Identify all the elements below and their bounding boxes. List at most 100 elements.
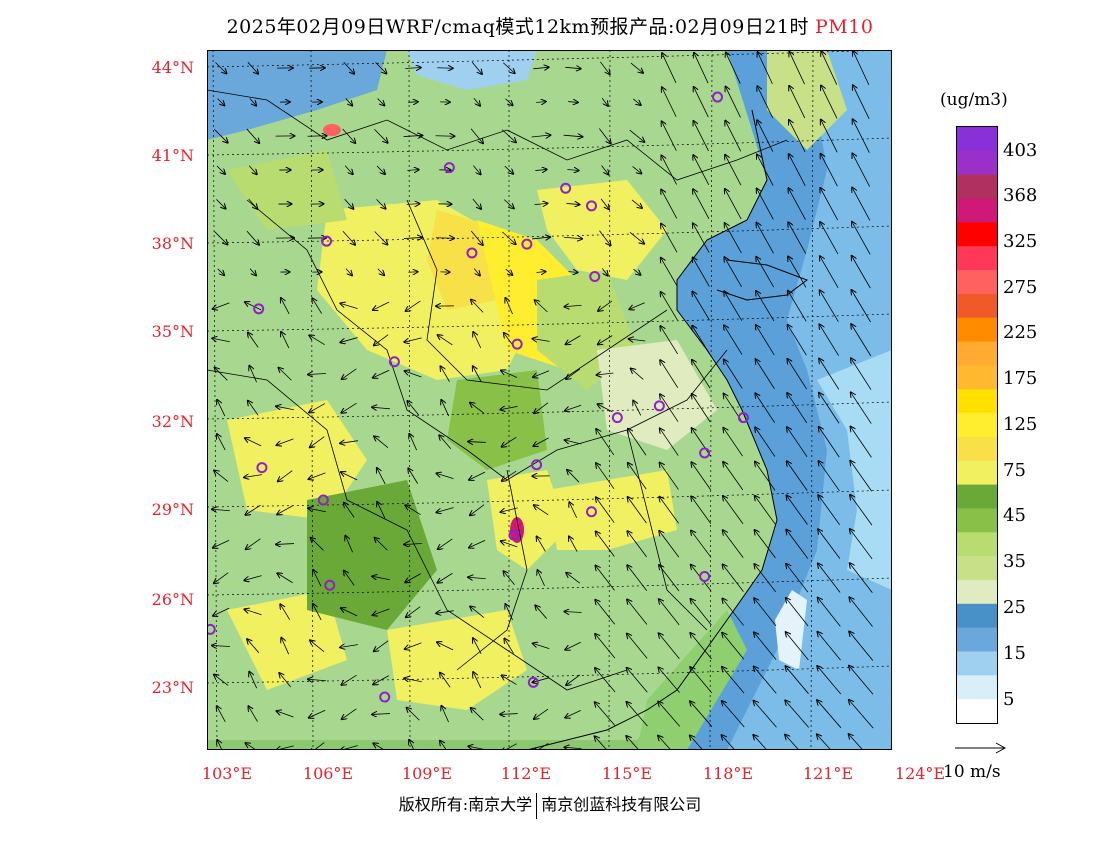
wind-arrow	[531, 237, 550, 239]
wind-arrow	[403, 237, 422, 238]
wind-arrow	[375, 62, 387, 73]
wind-arrow	[377, 98, 385, 106]
city-station-marker	[527, 676, 539, 688]
pm10-map	[207, 50, 892, 750]
wind-arrow	[533, 437, 549, 446]
wind-arrow	[212, 338, 230, 343]
wind-arrow	[691, 531, 712, 558]
wind-arrow	[536, 102, 546, 103]
wind-arrow	[756, 325, 775, 356]
wind-arrow	[470, 230, 483, 245]
wind-arrow	[659, 633, 680, 659]
wind-arrow	[627, 599, 648, 625]
wind-arrow	[405, 642, 422, 649]
wind-arrow	[755, 496, 776, 525]
wind-arrow	[500, 714, 518, 715]
lon-label-118: 118°E	[702, 764, 754, 783]
hebei-yellow	[537, 180, 667, 280]
wind-arrow	[217, 98, 225, 106]
wind-arrow	[245, 302, 262, 311]
wind-arrow	[244, 609, 262, 616]
wind-arrow	[753, 735, 768, 750]
wind-arrow	[849, 632, 874, 661]
wind-arrow	[249, 366, 257, 383]
wind-arrow	[248, 165, 257, 175]
copyright-separator	[536, 792, 538, 819]
wind-arrow	[470, 606, 485, 618]
wind-arrow	[311, 538, 324, 551]
wind-arrow	[501, 507, 518, 512]
wind-arrow	[630, 62, 643, 73]
wind-arrow	[342, 368, 357, 379]
wind-arrow	[473, 332, 482, 349]
wind-arrow	[851, 290, 871, 323]
wind-arrow	[374, 128, 387, 142]
wind-arrow	[817, 632, 841, 661]
wind-arrow	[217, 268, 224, 275]
wind-arrow	[436, 611, 454, 614]
lat-label-44: 44°N	[151, 58, 194, 77]
border-line	[406, 199, 668, 391]
wind-arrow	[821, 86, 838, 119]
lon-label-124: 124°E	[894, 764, 946, 783]
wind-arrow	[535, 605, 547, 619]
copyright: 版权所有:南京大学 南京创蓝科技有限公司	[0, 791, 1100, 819]
wind-arrow	[245, 438, 262, 447]
wind-arrow	[785, 700, 810, 728]
lat-label-29: 29°N	[151, 500, 194, 519]
wind-arrow	[473, 672, 482, 689]
wind-arrow	[631, 369, 644, 380]
border-line	[207, 369, 628, 691]
wind-arrow	[565, 710, 581, 717]
wind-arrow	[377, 268, 384, 275]
wind-arrow	[375, 538, 388, 551]
wind-arrow	[598, 128, 610, 144]
wind-arrow	[566, 368, 581, 379]
city-station-marker	[324, 579, 336, 591]
wind-arrow	[566, 335, 581, 345]
wind-arrow	[601, 97, 608, 106]
wind-arrow	[693, 189, 710, 219]
hotspot-northwest	[323, 124, 341, 136]
wind-arrow	[406, 204, 420, 205]
wind-arrow	[754, 564, 776, 593]
wind-arrow	[310, 436, 325, 448]
wind-arrow	[342, 230, 355, 244]
wind-arrow	[373, 301, 390, 310]
city-station-marker	[388, 356, 400, 368]
wind-arrow	[440, 741, 447, 750]
wind-arrow	[595, 702, 616, 727]
wind-arrow	[374, 640, 389, 652]
wind-arrow	[633, 401, 642, 416]
wind-arrow	[214, 470, 229, 482]
wind-arrow	[340, 337, 358, 343]
wind-arrow	[853, 85, 870, 119]
wind-arrow	[472, 198, 481, 209]
wind-arrow	[819, 461, 840, 492]
wind-arrow	[757, 154, 774, 186]
wind-arrow	[407, 170, 418, 171]
wind-arrow	[658, 736, 672, 750]
wind-arrow	[249, 98, 256, 105]
wind-arrow	[628, 497, 647, 524]
wind-arrow	[629, 302, 645, 310]
wind-arrow	[532, 339, 550, 342]
wind-arrow	[441, 366, 450, 382]
wind-arrow	[853, 51, 870, 86]
wind-arrow	[409, 434, 417, 451]
wind-arrow	[279, 368, 292, 381]
colorbar-segment	[957, 127, 997, 152]
north-low	[407, 50, 537, 90]
city-station-marker	[586, 200, 598, 212]
wind-arrow	[569, 502, 577, 518]
colorbar-frame	[956, 126, 998, 724]
wind-arrow	[441, 400, 450, 417]
wind-arrow	[216, 199, 225, 208]
legend-label: 368	[1003, 185, 1038, 206]
border-line	[626, 429, 708, 631]
wind-arrow	[819, 324, 839, 356]
wind-arrow	[471, 300, 484, 313]
yunnan-yellow	[227, 590, 347, 690]
wind-arrow	[692, 326, 711, 355]
wind-arrow	[373, 743, 386, 750]
